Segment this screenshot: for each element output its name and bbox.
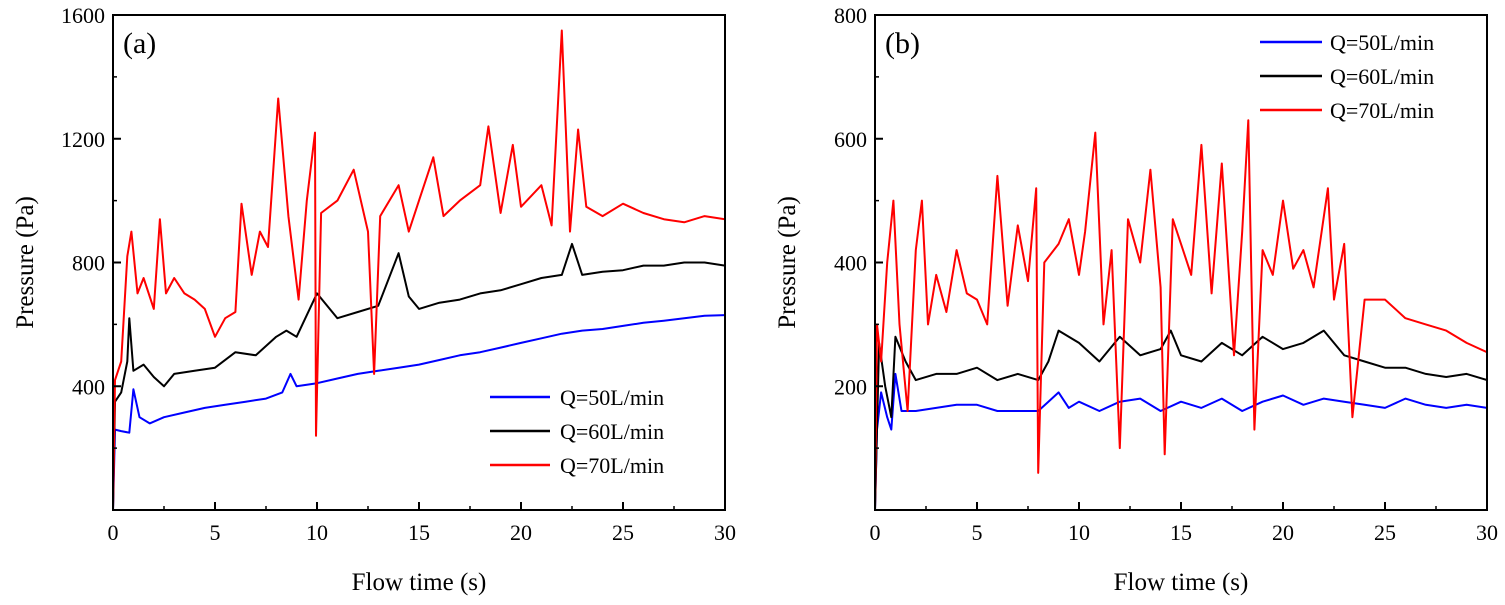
y-tick-label: 800 bbox=[834, 3, 867, 28]
x-tick-label: 30 bbox=[714, 520, 736, 545]
y-tick-label: 400 bbox=[834, 251, 867, 276]
series-line-3 bbox=[875, 119, 1487, 510]
legend-entry: Q=50L/min bbox=[560, 385, 664, 410]
x-tick-label: 10 bbox=[306, 520, 328, 545]
series-line-1 bbox=[113, 314, 725, 510]
legend-entry: Q=60L/min bbox=[1330, 64, 1434, 89]
x-tick-label: 15 bbox=[408, 520, 430, 545]
chart-panel-b: 0 5 10 15 20 25 30 200 400 600 800 Flow time (s) Pre… bbox=[774, 3, 1498, 596]
chart-panel-a: 0 5 10 15 20 25 30 400 800 1200 1600 Flow time (s) P… bbox=[12, 3, 736, 596]
series-line-2 bbox=[113, 242, 725, 510]
y-tick-label: 200 bbox=[834, 374, 867, 399]
y-tick-label: 600 bbox=[834, 127, 867, 152]
x-tick-label: 0 bbox=[108, 520, 119, 545]
legend-entry: Q=70L/min bbox=[560, 453, 664, 478]
x-tick-label: 5 bbox=[210, 520, 221, 545]
y-tick-label: 1600 bbox=[61, 3, 105, 28]
x-tick-label: 25 bbox=[1374, 520, 1396, 545]
x-tick-label: 20 bbox=[1272, 520, 1294, 545]
x-tick-label: 20 bbox=[510, 520, 532, 545]
legend: Q=50L/min Q=60L/min Q=70L/min bbox=[490, 385, 664, 478]
panel-label: (b) bbox=[885, 27, 920, 60]
y-tick-label: 400 bbox=[72, 374, 105, 399]
legend: Q=50L/min Q=60L/min Q=70L/min bbox=[1260, 30, 1434, 123]
panel-label: (a) bbox=[123, 27, 156, 60]
x-tick-label: 10 bbox=[1068, 520, 1090, 545]
x-axis-title: Flow time (s) bbox=[352, 569, 487, 596]
x-tick-label: 0 bbox=[870, 520, 881, 545]
y-axis-title: Pressure (Pa) bbox=[12, 196, 39, 329]
series-line-1 bbox=[875, 372, 1487, 510]
y-tick-label: 800 bbox=[72, 251, 105, 276]
legend-entry: Q=70L/min bbox=[1330, 98, 1434, 123]
x-tick-label: 5 bbox=[972, 520, 983, 545]
legend-entry: Q=60L/min bbox=[560, 419, 664, 444]
x-tick-label: 30 bbox=[1476, 520, 1498, 545]
y-tick-label: 1200 bbox=[61, 127, 105, 152]
legend-entry: Q=50L/min bbox=[1330, 30, 1434, 55]
series-line-3 bbox=[113, 29, 725, 510]
x-tick-label: 15 bbox=[1170, 520, 1192, 545]
y-axis-title: Pressure (Pa) bbox=[774, 196, 801, 329]
series-line-2 bbox=[875, 329, 1487, 510]
x-axis-title: Flow time (s) bbox=[1114, 569, 1249, 596]
plot-frame bbox=[874, 14, 1488, 511]
x-tick-label: 25 bbox=[612, 520, 634, 545]
